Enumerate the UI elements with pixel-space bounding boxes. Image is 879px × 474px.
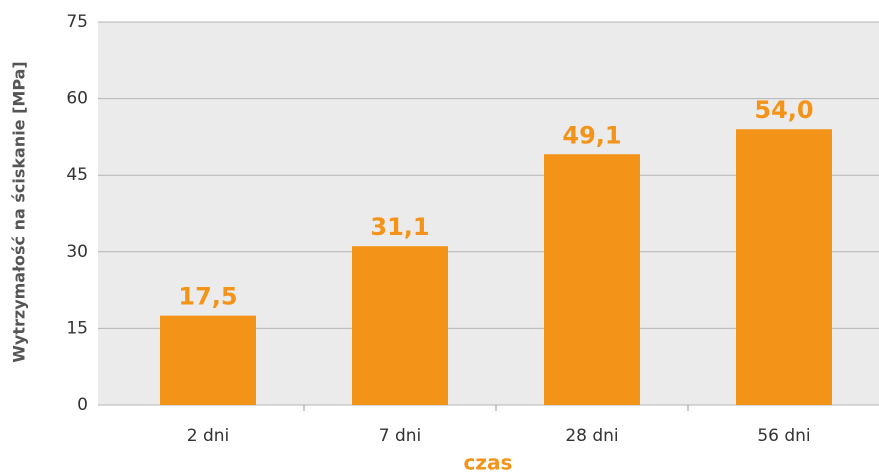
bar	[352, 246, 448, 405]
value-label: 17,5	[178, 283, 237, 311]
chart: Wytrzymałość na ściskanie [MPa] czas 0 15…	[0, 0, 879, 474]
value-label: 54,0	[754, 96, 813, 124]
y-tick-label: 45	[66, 165, 88, 185]
y-tick-label: 60	[66, 89, 88, 109]
x-tick-label: 2 dni	[187, 426, 230, 446]
value-label: 49,1	[562, 121, 621, 149]
y-tick-label: 30	[66, 242, 88, 262]
y-axis-label: Wytrzymałość na ściskanie [MPa]	[10, 61, 29, 362]
x-tick-label: 28 dni	[565, 426, 618, 446]
y-tick-label: 75	[66, 12, 88, 32]
x-tick-label: 56 dni	[757, 426, 810, 446]
x-axis-label: czas	[464, 451, 513, 474]
bar	[736, 129, 832, 405]
x-tick-label: 7 dni	[379, 426, 422, 446]
bar	[544, 154, 640, 405]
y-tick-label: 0	[77, 395, 88, 415]
y-tick-label: 15	[66, 318, 88, 338]
value-label: 31,1	[370, 213, 429, 241]
bar	[160, 316, 256, 405]
